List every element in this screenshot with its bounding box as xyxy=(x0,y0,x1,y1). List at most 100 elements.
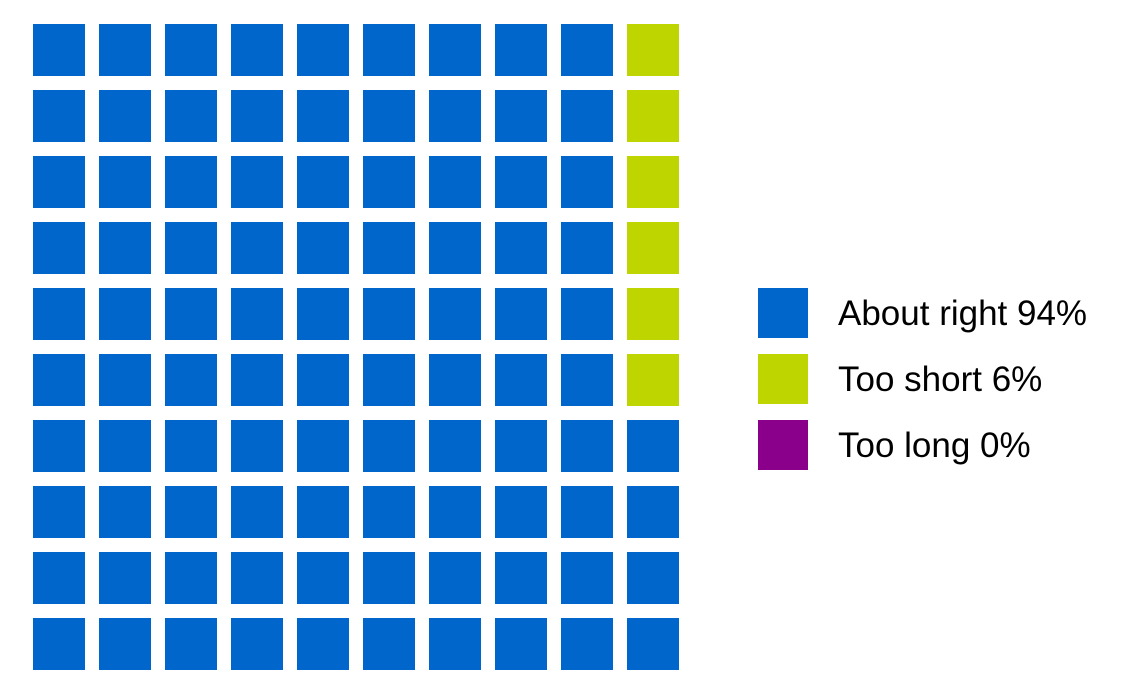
waffle-cell-too-short xyxy=(627,90,679,142)
waffle-cell-about-right xyxy=(627,618,679,670)
waffle-cell-about-right xyxy=(33,618,85,670)
waffle-cell-too-short xyxy=(627,222,679,274)
waffle-cell-about-right xyxy=(363,288,415,340)
waffle-cell-about-right xyxy=(561,288,613,340)
waffle-cell-about-right xyxy=(561,618,613,670)
waffle-cell-about-right xyxy=(429,552,481,604)
waffle-cell-about-right xyxy=(165,90,217,142)
waffle-cell-about-right xyxy=(99,618,151,670)
waffle-cell-about-right xyxy=(231,288,283,340)
waffle-cell-about-right xyxy=(99,354,151,406)
waffle-cell-about-right xyxy=(429,90,481,142)
waffle-cell-about-right xyxy=(33,222,85,274)
waffle-cell-about-right xyxy=(363,618,415,670)
waffle-cell-too-short xyxy=(627,156,679,208)
waffle-cell-about-right xyxy=(561,24,613,76)
waffle-cell-about-right xyxy=(33,156,85,208)
waffle-cell-about-right xyxy=(33,420,85,472)
waffle-cell-about-right xyxy=(495,486,547,538)
waffle-cell-about-right xyxy=(429,222,481,274)
waffle-cell-too-short xyxy=(627,288,679,340)
waffle-cell-about-right xyxy=(99,288,151,340)
legend-swatch xyxy=(758,420,808,470)
waffle-cell-about-right xyxy=(627,420,679,472)
waffle-cell-about-right xyxy=(165,618,217,670)
waffle-cell-about-right xyxy=(495,222,547,274)
waffle-cell-about-right xyxy=(99,486,151,538)
waffle-cell-about-right xyxy=(429,486,481,538)
waffle-cell-about-right xyxy=(561,486,613,538)
waffle-cell-about-right xyxy=(165,156,217,208)
waffle-cell-about-right xyxy=(297,354,349,406)
waffle-cell-about-right xyxy=(231,420,283,472)
waffle-cell-too-short xyxy=(627,354,679,406)
waffle-cell-about-right xyxy=(165,552,217,604)
waffle-cell-about-right xyxy=(297,486,349,538)
legend-label: About right 94% xyxy=(838,293,1088,333)
waffle-cell-about-right xyxy=(429,156,481,208)
waffle-cell-about-right xyxy=(297,222,349,274)
waffle-cell-about-right xyxy=(363,156,415,208)
waffle-cell-about-right xyxy=(495,288,547,340)
waffle-cell-about-right xyxy=(297,288,349,340)
waffle-cell-about-right xyxy=(561,90,613,142)
waffle-cell-about-right xyxy=(165,288,217,340)
waffle-cell-about-right xyxy=(495,618,547,670)
legend-item-too-long: Too long 0% xyxy=(758,420,1087,470)
waffle-cell-about-right xyxy=(231,90,283,142)
waffle-cell-about-right xyxy=(363,24,415,76)
waffle-cell-about-right xyxy=(297,552,349,604)
waffle-cell-about-right xyxy=(33,486,85,538)
waffle-cell-about-right xyxy=(33,552,85,604)
waffle-cell-about-right xyxy=(429,618,481,670)
waffle-cell-about-right xyxy=(33,354,85,406)
waffle-cell-about-right xyxy=(363,354,415,406)
chart-legend: About right 94% Too short 6% Too long 0% xyxy=(758,288,1087,470)
waffle-cell-about-right xyxy=(429,24,481,76)
legend-swatch xyxy=(758,288,808,338)
legend-label: Too long 0% xyxy=(838,425,1031,465)
waffle-cell-about-right xyxy=(495,420,547,472)
waffle-cell-about-right xyxy=(495,156,547,208)
waffle-cell-about-right xyxy=(99,552,151,604)
waffle-cell-about-right xyxy=(297,156,349,208)
waffle-cell-about-right xyxy=(297,618,349,670)
waffle-cell-about-right xyxy=(165,24,217,76)
waffle-cell-about-right xyxy=(165,486,217,538)
waffle-cell-about-right xyxy=(627,552,679,604)
waffle-cell-about-right xyxy=(495,90,547,142)
legend-item-too-short: Too short 6% xyxy=(758,354,1087,404)
waffle-cell-about-right xyxy=(33,90,85,142)
waffle-cell-about-right xyxy=(561,552,613,604)
waffle-cell-about-right xyxy=(231,618,283,670)
waffle-cell-about-right xyxy=(165,354,217,406)
waffle-cell-about-right xyxy=(231,222,283,274)
waffle-cell-about-right xyxy=(561,354,613,406)
waffle-cell-about-right xyxy=(429,354,481,406)
waffle-cell-about-right xyxy=(627,486,679,538)
waffle-cell-about-right xyxy=(297,24,349,76)
waffle-cell-about-right xyxy=(99,222,151,274)
waffle-cell-about-right xyxy=(165,222,217,274)
waffle-cell-too-short xyxy=(627,24,679,76)
waffle-cell-about-right xyxy=(165,420,217,472)
waffle-grid xyxy=(33,24,679,670)
waffle-cell-about-right xyxy=(561,156,613,208)
waffle-cell-about-right xyxy=(297,420,349,472)
waffle-cell-about-right xyxy=(231,24,283,76)
waffle-cell-about-right xyxy=(429,420,481,472)
waffle-cell-about-right xyxy=(363,486,415,538)
legend-label: Too short 6% xyxy=(838,359,1043,399)
waffle-cell-about-right xyxy=(99,420,151,472)
waffle-cell-about-right xyxy=(99,156,151,208)
waffle-cell-about-right xyxy=(561,222,613,274)
waffle-cell-about-right xyxy=(363,552,415,604)
waffle-cell-about-right xyxy=(99,24,151,76)
waffle-cell-about-right xyxy=(297,90,349,142)
waffle-cell-about-right xyxy=(231,486,283,538)
waffle-cell-about-right xyxy=(561,420,613,472)
waffle-cell-about-right xyxy=(363,420,415,472)
waffle-cell-about-right xyxy=(363,222,415,274)
waffle-cell-about-right xyxy=(429,288,481,340)
